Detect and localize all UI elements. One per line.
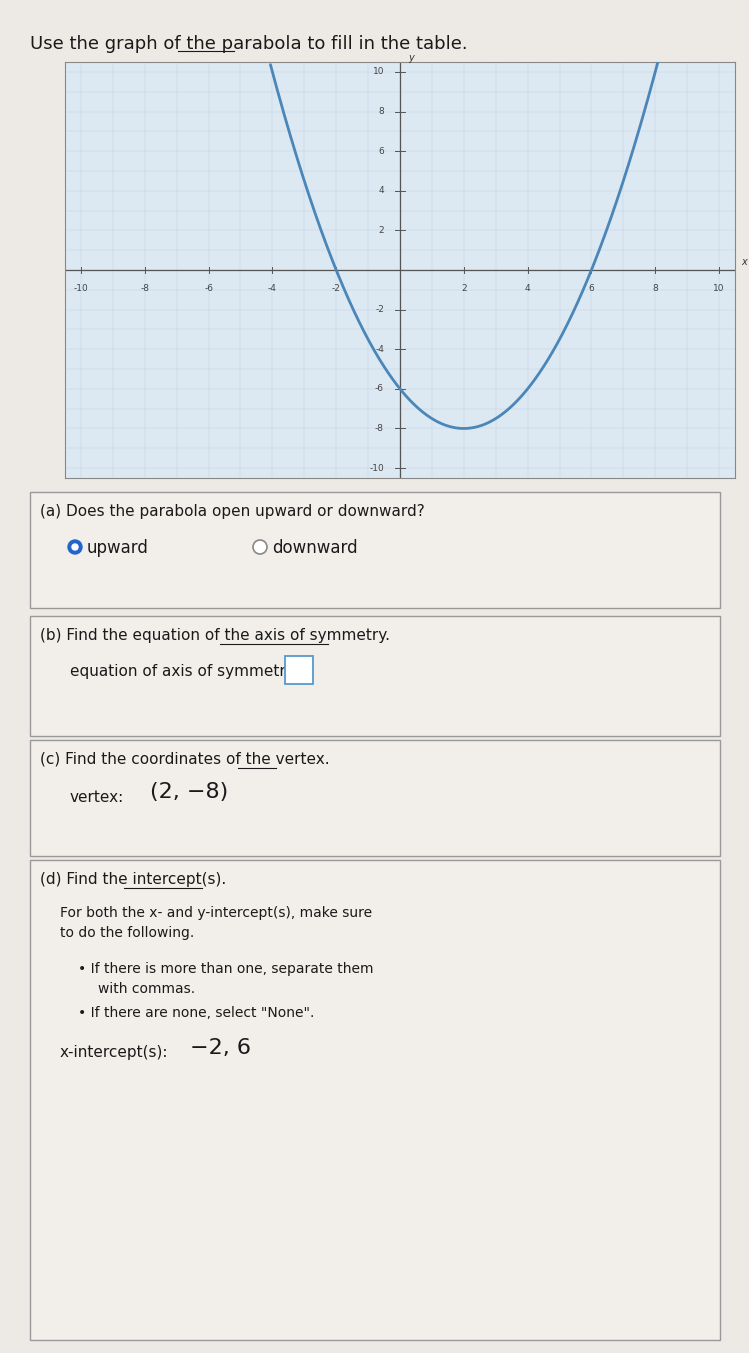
Text: -6: -6 (204, 284, 213, 292)
Bar (30, 616, 720, 736)
Text: -2: -2 (332, 284, 341, 292)
Circle shape (72, 544, 78, 551)
Text: 10: 10 (372, 68, 384, 76)
Text: x-intercept(s):: x-intercept(s): (60, 1045, 169, 1059)
Bar (30, 740, 720, 856)
Bar (285, 656, 313, 685)
Text: y: y (408, 53, 414, 64)
Text: vertex:: vertex: (70, 790, 124, 805)
Bar (30, 861, 720, 1339)
Text: Use the graph of the parabola to fill in the table.: Use the graph of the parabola to fill in… (30, 35, 467, 53)
Text: For both the x- and y-intercept(s), make sure: For both the x- and y-intercept(s), make… (60, 907, 372, 920)
Text: 8: 8 (652, 284, 658, 292)
Text: downward: downward (272, 538, 357, 557)
Text: with commas.: with commas. (98, 982, 195, 996)
Text: (2, −8): (2, −8) (150, 782, 228, 802)
Text: • If there is more than one, separate them: • If there is more than one, separate th… (78, 962, 374, 976)
Text: • If there are none, select "None".: • If there are none, select "None". (78, 1007, 315, 1020)
Text: -6: -6 (375, 384, 384, 394)
Text: 2: 2 (461, 284, 467, 292)
Text: −2, 6: −2, 6 (190, 1038, 251, 1058)
Text: -10: -10 (369, 464, 384, 472)
Text: 6: 6 (589, 284, 594, 292)
Text: x: x (742, 257, 748, 267)
Text: equation of axis of symmetry:: equation of axis of symmetry: (70, 664, 299, 679)
Text: 10: 10 (713, 284, 725, 292)
Text: 2: 2 (378, 226, 384, 235)
Text: (a) Does the parabola open upward or downward?: (a) Does the parabola open upward or dow… (40, 505, 425, 520)
Text: upward: upward (87, 538, 149, 557)
Text: -4: -4 (375, 345, 384, 353)
Text: to do the following.: to do the following. (60, 925, 194, 940)
Bar (30, 492, 720, 607)
Text: -2: -2 (375, 306, 384, 314)
Text: (b) Find the equation of the axis of symmetry.: (b) Find the equation of the axis of sym… (40, 628, 390, 643)
Text: -10: -10 (73, 284, 88, 292)
Text: -4: -4 (268, 284, 277, 292)
Text: (d) Find the intercept(s).: (d) Find the intercept(s). (40, 871, 226, 888)
Circle shape (253, 540, 267, 553)
Text: -8: -8 (375, 423, 384, 433)
Text: -8: -8 (140, 284, 149, 292)
Text: 4: 4 (525, 284, 530, 292)
Text: 6: 6 (378, 146, 384, 156)
Text: 4: 4 (378, 187, 384, 195)
Text: 8: 8 (378, 107, 384, 116)
Circle shape (68, 540, 82, 553)
Text: (c) Find the coordinates of the vertex.: (c) Find the coordinates of the vertex. (40, 752, 330, 767)
